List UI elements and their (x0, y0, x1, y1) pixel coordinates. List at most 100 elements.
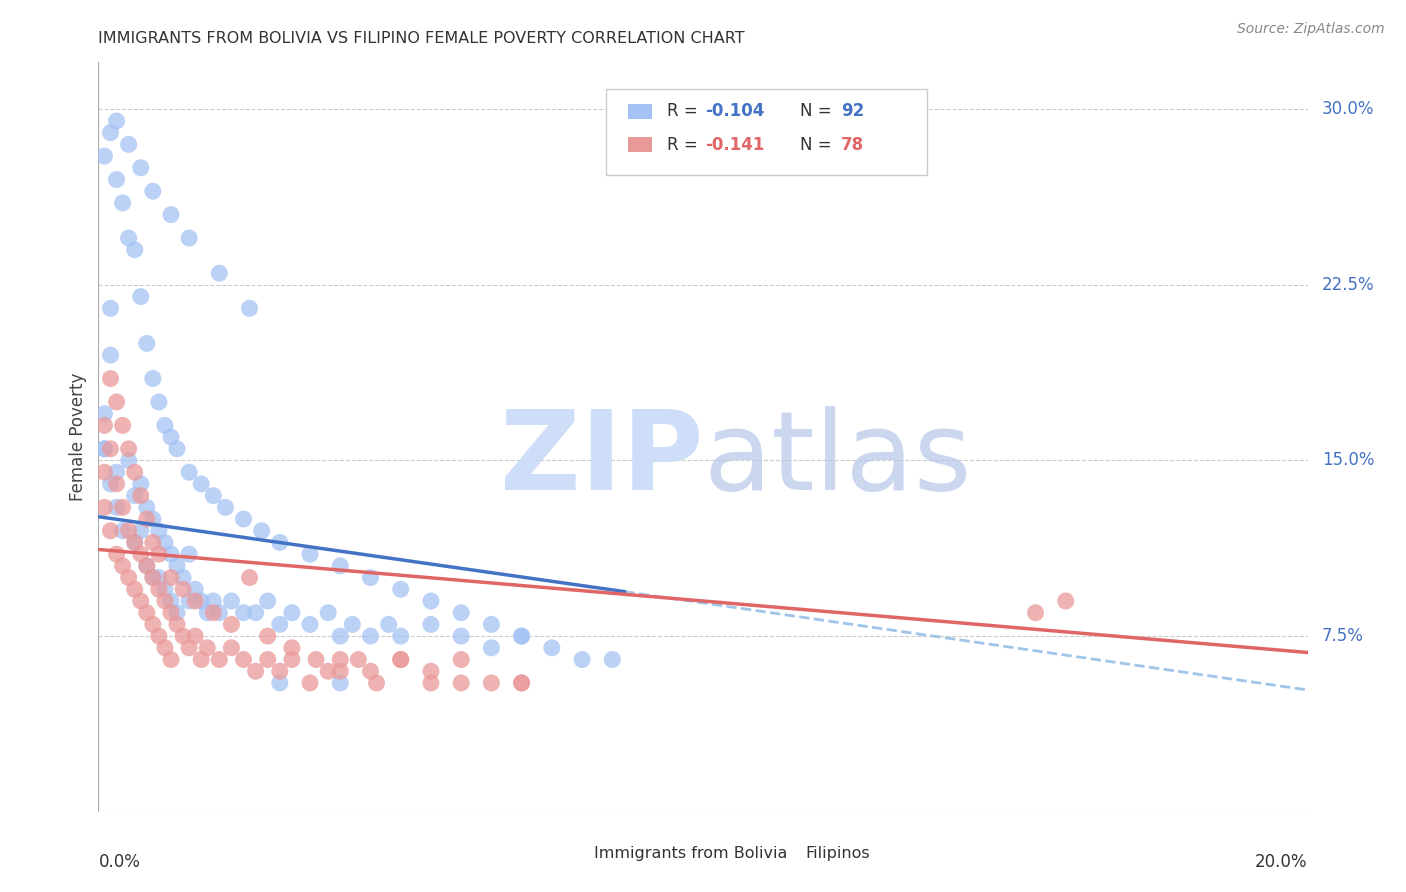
Point (105, 547, 128, 561)
Point (540, 640, 562, 655)
Point (135, 512, 157, 526)
Point (269, 664, 291, 679)
FancyBboxPatch shape (628, 137, 652, 153)
Point (153, 582, 176, 597)
Point (420, 664, 443, 679)
Text: 15.0%: 15.0% (1322, 451, 1375, 469)
Point (481, 617, 503, 632)
Point (93, 149, 115, 163)
Point (360, 571, 382, 585)
Point (179, 465, 201, 479)
Point (105, 172, 128, 186)
Point (93, 442, 115, 456)
Point (202, 489, 225, 503)
Point (377, 617, 399, 632)
Point (148, 547, 170, 561)
Point (142, 371, 165, 385)
Text: 78: 78 (841, 136, 863, 153)
Point (105, 465, 128, 479)
Point (481, 676, 503, 690)
Point (135, 606, 157, 620)
Point (299, 676, 322, 690)
Point (100, 126, 122, 140)
Point (510, 629, 533, 643)
Point (450, 629, 472, 643)
Point (153, 418, 176, 433)
Point (195, 606, 218, 620)
Point (342, 617, 364, 632)
Point (124, 465, 146, 479)
Point (299, 547, 322, 561)
Point (100, 301, 122, 316)
Point (179, 640, 201, 655)
Point (245, 664, 267, 679)
Point (360, 629, 382, 643)
Point (190, 476, 212, 491)
Point (214, 500, 236, 515)
Point (269, 676, 291, 690)
Point (153, 594, 176, 608)
Point (281, 652, 304, 666)
Text: R =: R = (666, 136, 703, 153)
Point (195, 640, 218, 655)
Point (1024, 606, 1046, 620)
Text: N =: N = (800, 136, 837, 153)
Point (245, 606, 267, 620)
Point (190, 594, 212, 608)
FancyBboxPatch shape (606, 88, 927, 175)
Point (179, 547, 201, 561)
Point (172, 629, 194, 643)
Point (129, 489, 152, 503)
Point (510, 629, 533, 643)
Point (299, 617, 322, 632)
Point (269, 617, 291, 632)
Point (256, 594, 278, 608)
Point (105, 395, 128, 409)
Point (239, 571, 262, 585)
Point (281, 640, 304, 655)
Point (179, 231, 201, 245)
Point (389, 652, 412, 666)
Point (281, 606, 304, 620)
Text: 92: 92 (841, 103, 865, 120)
Point (221, 594, 243, 608)
Point (124, 489, 146, 503)
FancyBboxPatch shape (776, 847, 793, 861)
Point (329, 629, 352, 643)
Point (221, 640, 243, 655)
Point (148, 582, 170, 597)
Text: ZIP: ZIP (499, 406, 703, 513)
Point (124, 535, 146, 549)
Point (179, 594, 201, 608)
Point (166, 442, 188, 456)
Point (269, 535, 291, 549)
Point (129, 594, 152, 608)
Point (105, 114, 128, 128)
Text: atlas: atlas (703, 406, 972, 513)
Point (366, 676, 388, 690)
Text: IMMIGRANTS FROM BOLIVIA VS FILIPINO FEMALE POVERTY CORRELATION CHART: IMMIGRANTS FROM BOLIVIA VS FILIPINO FEMA… (98, 31, 745, 46)
Point (135, 558, 157, 573)
Point (105, 500, 128, 515)
Point (111, 558, 134, 573)
Point (135, 558, 157, 573)
Point (172, 582, 194, 597)
Point (160, 547, 183, 561)
Point (153, 640, 176, 655)
Text: 0.0%: 0.0% (98, 853, 141, 871)
Text: R =: R = (666, 103, 703, 120)
Point (148, 571, 170, 585)
Point (510, 676, 533, 690)
Point (256, 652, 278, 666)
Point (124, 535, 146, 549)
Point (1054, 594, 1077, 608)
Point (160, 208, 183, 222)
Point (256, 629, 278, 643)
Y-axis label: Female Poverty: Female Poverty (69, 373, 87, 501)
Point (571, 652, 593, 666)
Point (316, 664, 339, 679)
Point (118, 137, 141, 152)
Point (420, 676, 443, 690)
Point (118, 442, 141, 456)
Point (93, 407, 115, 421)
